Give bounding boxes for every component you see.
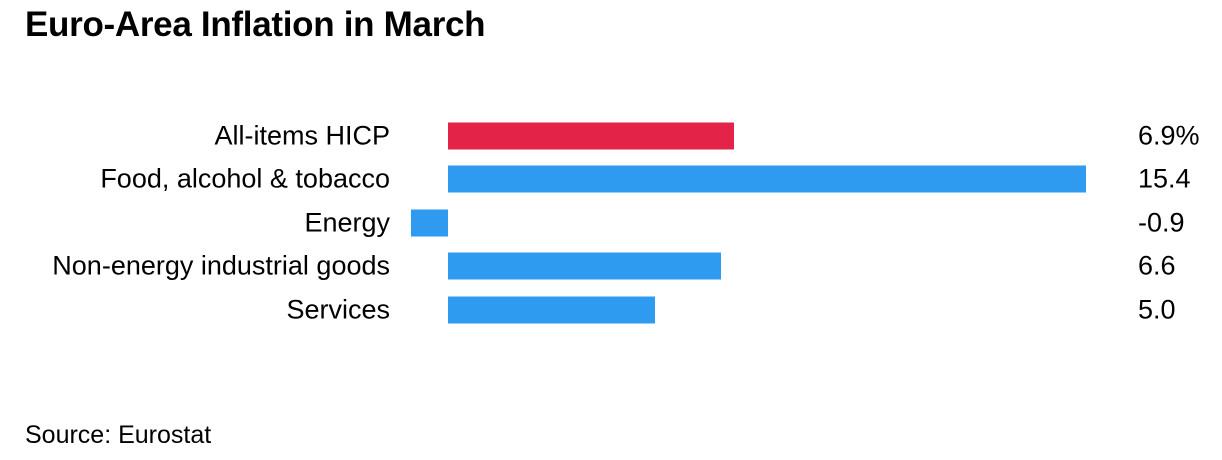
bar-services: [448, 296, 655, 324]
source-note: Source: Eurostat: [25, 421, 212, 449]
chart-row-services: Services 5.0: [0, 288, 1222, 332]
chart-row-non-energy-industrial-goods: Non-energy industrial goods 6.6: [0, 245, 1222, 289]
bar-food-alcohol-tobacco: [448, 165, 1086, 193]
category-label-energy: Energy: [304, 207, 390, 238]
value-label-energy: -0.9: [1138, 207, 1185, 238]
chart-title: Euro-Area Inflation in March: [25, 5, 486, 44]
bar-chart: All-items HICP 6.9% Food, alcohol & tobacc…: [0, 114, 1222, 332]
value-label-food-alcohol-tobacco: 15.4: [1138, 163, 1191, 194]
category-label-non-energy-industrial-goods: Non-energy industrial goods: [52, 250, 390, 281]
chart-row-all-items-hicp: All-items HICP 6.9%: [0, 114, 1222, 158]
category-label-food-alcohol-tobacco: Food, alcohol & tobacco: [100, 163, 390, 194]
value-label-non-energy-industrial-goods: 6.6: [1138, 250, 1176, 281]
bar-all-items-hicp: [448, 122, 734, 150]
bar-energy: [410, 209, 448, 237]
value-label-services: 5.0: [1138, 294, 1176, 325]
chart-row-food-alcohol-tobacco: Food, alcohol & tobacco 15.4: [0, 158, 1222, 202]
category-label-services: Services: [286, 294, 390, 325]
value-label-all-items-hicp: 6.9%: [1138, 120, 1200, 151]
category-label-all-items-hicp: All-items HICP: [214, 120, 390, 151]
chart-row-energy: Energy -0.9: [0, 201, 1222, 245]
bar-non-energy-industrial-goods: [448, 252, 722, 280]
